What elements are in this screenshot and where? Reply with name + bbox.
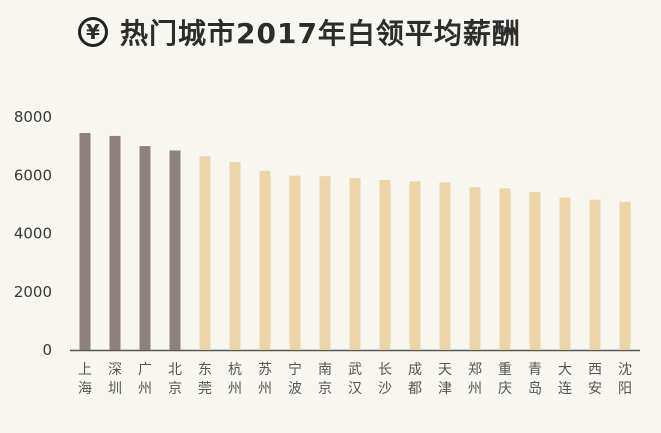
bar-沈阳 bbox=[619, 201, 631, 350]
category-label: 州 bbox=[138, 381, 152, 397]
category-label: 安 bbox=[588, 381, 602, 397]
category-label: 天 bbox=[438, 362, 452, 378]
bar-广州 bbox=[139, 146, 151, 350]
y-tick-label: 4000 bbox=[14, 225, 52, 243]
category-label: 都 bbox=[408, 381, 422, 397]
bar-郑州 bbox=[469, 187, 481, 350]
category-label: 北 bbox=[168, 362, 182, 378]
category-label: 深 bbox=[108, 362, 122, 378]
y-tick-label: 0 bbox=[42, 341, 52, 359]
bar-长沙 bbox=[379, 179, 391, 350]
bar-武汉 bbox=[349, 178, 361, 350]
category-label: 苏 bbox=[258, 362, 272, 378]
category-label: 东 bbox=[198, 362, 212, 378]
category-label: 杭 bbox=[228, 362, 242, 378]
y-tick-label: 2000 bbox=[14, 283, 52, 301]
title-row: ¥ 热门城市2017年白领平均薪酬 bbox=[78, 12, 521, 52]
category-label: 州 bbox=[258, 381, 272, 397]
category-label: 庆 bbox=[498, 381, 512, 397]
category-label: 青 bbox=[528, 362, 542, 378]
category-label: 大 bbox=[558, 362, 572, 378]
category-label: 州 bbox=[228, 381, 242, 397]
category-label: 圳 bbox=[108, 381, 122, 397]
category-label: 重 bbox=[498, 362, 512, 378]
category-label: 广 bbox=[138, 362, 152, 378]
category-label: 波 bbox=[288, 381, 302, 397]
bar-上海 bbox=[79, 133, 91, 350]
yen-icon: ¥ bbox=[78, 17, 108, 47]
bar-杭州 bbox=[229, 162, 241, 350]
category-label: 成 bbox=[408, 362, 422, 378]
category-label: 汉 bbox=[348, 381, 362, 397]
category-label: 武 bbox=[348, 362, 362, 378]
bar-成都 bbox=[409, 181, 421, 350]
category-label: 郑 bbox=[468, 362, 482, 378]
bar-东莞 bbox=[199, 156, 211, 350]
category-label: 阳 bbox=[618, 381, 632, 397]
category-label: 州 bbox=[468, 381, 482, 397]
bar-天津 bbox=[439, 182, 451, 350]
category-label: 莞 bbox=[198, 381, 212, 397]
category-label: 宁 bbox=[288, 361, 302, 378]
category-label: 沈 bbox=[618, 362, 632, 378]
y-tick-label: 6000 bbox=[14, 166, 52, 184]
bar-青岛 bbox=[529, 192, 541, 350]
bar-大连 bbox=[559, 197, 571, 350]
category-label: 京 bbox=[168, 381, 182, 397]
bar-南京 bbox=[319, 176, 331, 350]
category-label: 上 bbox=[78, 362, 92, 378]
category-label: 津 bbox=[438, 381, 452, 397]
category-label: 沙 bbox=[378, 381, 392, 397]
category-label: 南 bbox=[318, 362, 332, 378]
category-label: 连 bbox=[558, 381, 572, 397]
y-tick-label: 8000 bbox=[14, 108, 52, 126]
category-label: 西 bbox=[588, 362, 602, 378]
category-label: 岛 bbox=[528, 381, 542, 397]
category-label: 京 bbox=[318, 381, 332, 397]
bar-深圳 bbox=[109, 135, 121, 350]
category-label: 海 bbox=[78, 381, 92, 397]
category-label: 长 bbox=[378, 362, 392, 378]
bar-宁波 bbox=[289, 175, 301, 350]
bar-西安 bbox=[589, 199, 601, 350]
bar-苏州 bbox=[259, 170, 271, 350]
bar-北京 bbox=[169, 150, 181, 350]
chart-title: 热门城市2017年白领平均薪酬 bbox=[120, 17, 521, 50]
bar-重庆 bbox=[499, 188, 511, 350]
